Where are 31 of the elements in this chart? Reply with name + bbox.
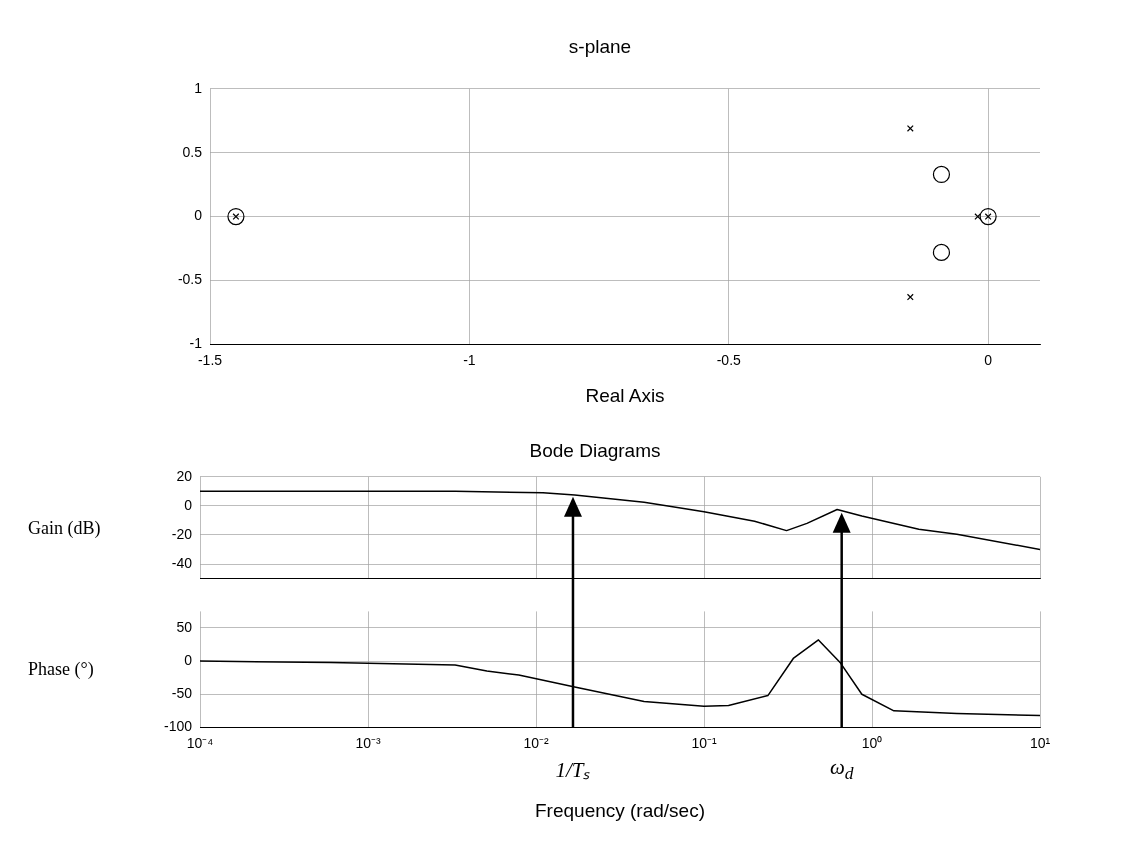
x-axis-title: Real Axis	[585, 384, 665, 406]
x-tick-label: 10⁻¹	[691, 734, 717, 751]
chart-title: Bode Diagrams	[529, 439, 661, 461]
y-axis-title: Gain (dB)	[28, 517, 101, 539]
y-tick-label: -20	[171, 525, 193, 542]
chart-title: s-plane	[568, 35, 632, 57]
x-tick-label: -1.5	[197, 351, 223, 368]
x-tick-label: 10⁻³	[355, 734, 381, 751]
x-tick-label: 10⁰	[861, 734, 883, 751]
y-tick-label: -50	[171, 685, 193, 702]
y-tick-label: 1	[194, 79, 203, 96]
y-tick-label: 0	[184, 651, 193, 668]
y-tick-label: 0	[184, 496, 193, 513]
y-tick-label: 20	[176, 467, 193, 484]
y-axis-title: Phase (°)	[28, 658, 94, 680]
x-axis-title: Frequency (rad/sec)	[534, 799, 706, 821]
y-tick-label: 0.5	[182, 143, 203, 160]
ref-line-label: ω$_{d}$	[829, 755, 854, 785]
y-tick-label: -1	[189, 335, 203, 352]
y-tick-label: -40	[171, 554, 193, 571]
y-tick-label: 50	[176, 618, 193, 635]
x-tick-label: 10⁻²	[523, 734, 549, 751]
ref-line-label: 1/Tₛ	[555, 757, 591, 784]
x-tick-label: 10¹	[1029, 734, 1051, 751]
x-tick-label: 0	[984, 351, 993, 368]
y-tick-label: -0.5	[177, 271, 203, 288]
y-tick-label: 0	[194, 207, 203, 224]
x-tick-label: -0.5	[716, 351, 742, 368]
x-tick-label: -1	[463, 351, 476, 368]
y-tick-label: -100	[163, 718, 193, 735]
x-tick-label: 10⁻⁴	[186, 734, 214, 751]
